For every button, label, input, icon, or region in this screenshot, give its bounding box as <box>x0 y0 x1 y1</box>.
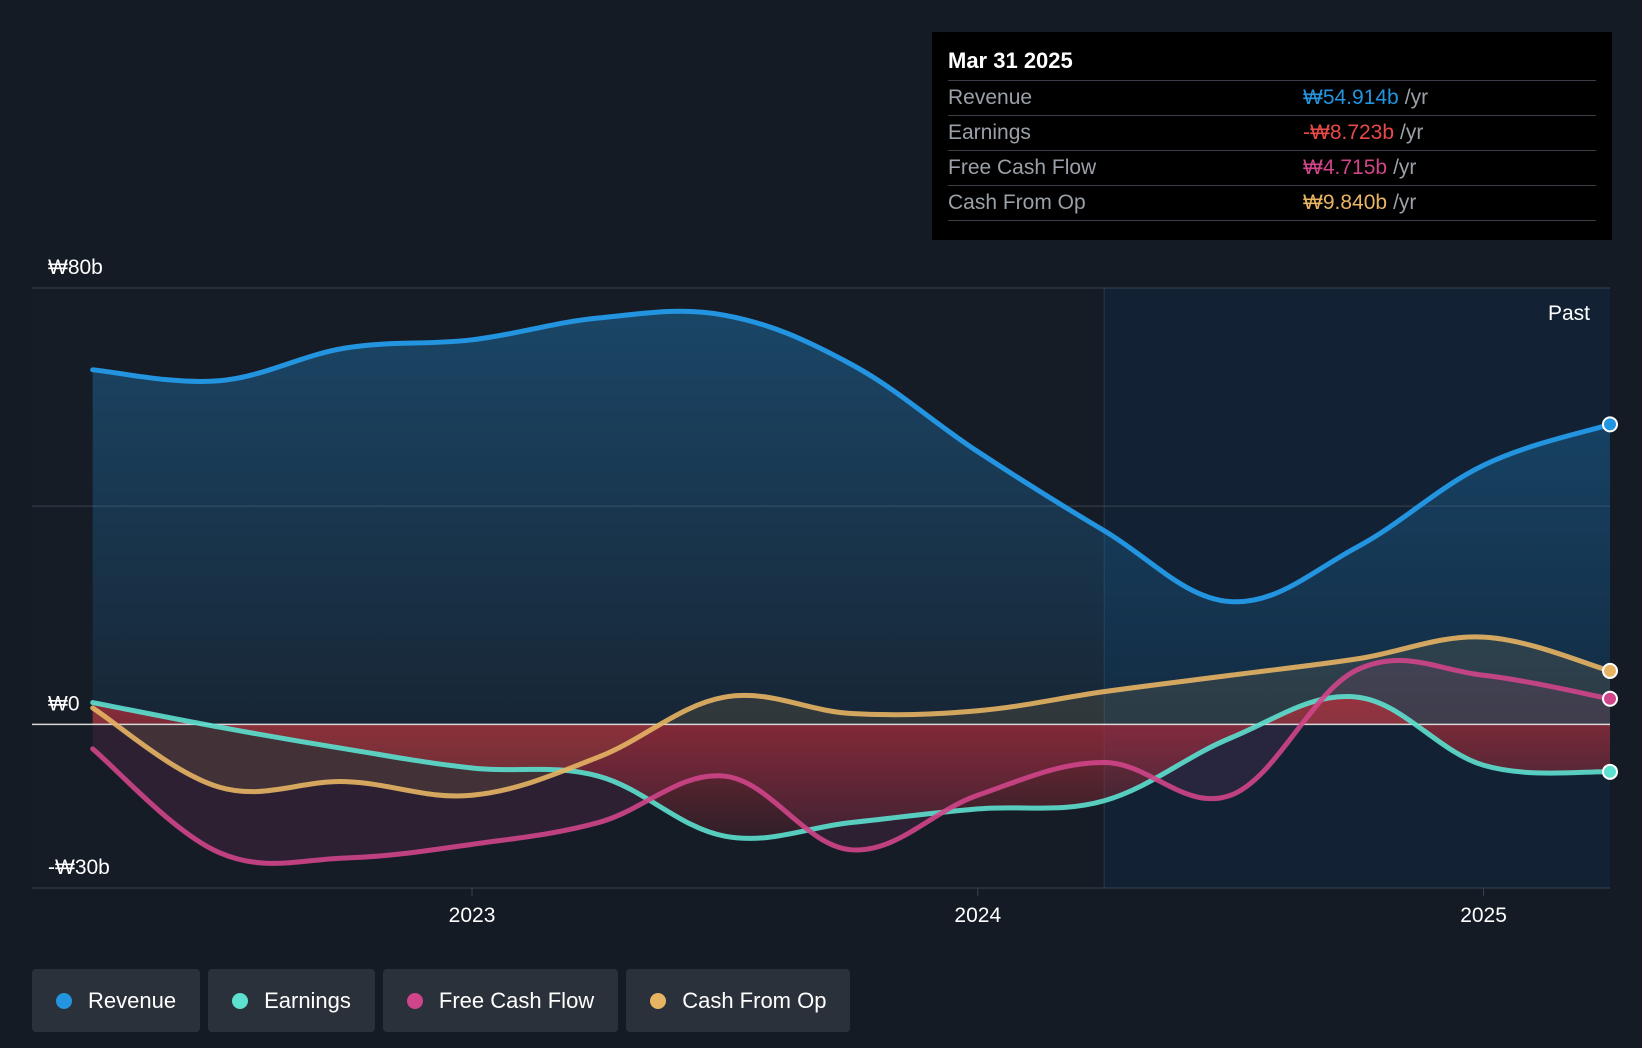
chart-legend: Revenue Earnings Free Cash Flow Cash Fro… <box>32 969 851 1032</box>
legend-label: Cash From Op <box>682 987 827 1013</box>
tooltip-value: ₩9.840b <box>1303 191 1388 214</box>
legend-item-earnings[interactable]: Earnings <box>208 969 375 1032</box>
tooltip-value: ₩4.715b <box>1303 156 1388 179</box>
revenue-end-marker <box>1602 416 1618 433</box>
earnings-end-marker <box>1602 763 1618 780</box>
revenue-dot-icon <box>56 992 72 1009</box>
legend-label: Revenue <box>88 987 177 1013</box>
earnings-line <box>90 694 1613 841</box>
tooltip-date: Mar 31 2025 <box>948 46 1596 81</box>
tooltip-label: Free Cash Flow <box>948 156 1097 179</box>
tooltip-panel: Mar 31 2025 Revenue ₩54.914b /yr Earning… <box>932 32 1612 240</box>
tooltip-value: ₩54.914b <box>1303 86 1399 109</box>
legend-label: Earnings <box>264 987 351 1013</box>
revenue-area <box>92 311 1611 725</box>
x-tick-label: 2023 <box>449 904 496 927</box>
tooltip-row-revenue: Revenue ₩54.914b /yr <box>948 81 1596 116</box>
series-lines <box>90 308 1613 866</box>
tooltip-row-earnings: Earnings -₩8.723b /yr <box>948 116 1596 151</box>
series-end-markers <box>1602 416 1618 780</box>
revenue-line <box>90 308 1613 605</box>
y-axis-labels: ₩80b ₩0 -₩30b <box>48 256 110 879</box>
earnings-dot-icon <box>232 992 249 1009</box>
free-cash-flow-dot-icon <box>406 992 423 1009</box>
x-axis-labels: 2023 2024 2025 <box>449 888 1507 927</box>
cash-from-op-end-marker <box>1602 662 1618 679</box>
legend-item-cash-from-op[interactable]: Cash From Op <box>626 969 851 1032</box>
past-label: Past <box>1548 302 1590 325</box>
cash-from-op-line <box>90 634 1613 799</box>
tooltip-row-free-cash-flow: Free Cash Flow ₩4.715b /yr <box>948 151 1596 186</box>
tooltip-label: Cash From Op <box>948 191 1086 214</box>
tooltip-row-cash-from-op: Cash From Op ₩9.840b /yr <box>948 186 1596 221</box>
x-tick-label: 2025 <box>1460 904 1507 927</box>
y-tick-label: ₩80b <box>48 256 103 279</box>
tooltip-label: Earnings <box>948 121 1031 144</box>
tooltip-unit: /yr <box>1393 156 1417 179</box>
y-tick-label: ₩0 <box>48 692 80 715</box>
cash-from-op-dot-icon <box>650 992 667 1009</box>
legend-item-revenue[interactable]: Revenue <box>32 969 201 1032</box>
tooltip-value: -₩8.723b <box>1303 121 1395 144</box>
tooltip-unit: /yr <box>1393 191 1417 214</box>
legend-item-free-cash-flow[interactable]: Free Cash Flow <box>382 969 619 1032</box>
x-tick-label: 2024 <box>954 904 1001 927</box>
earnings-negative-area <box>92 696 1611 839</box>
legend-label: Free Cash Flow <box>438 987 595 1013</box>
tooltip-unit: /yr <box>1400 121 1424 144</box>
tooltip-unit: /yr <box>1404 86 1429 109</box>
tooltip-label: Revenue <box>948 86 1033 109</box>
free-cash-flow-line <box>90 657 1613 866</box>
financial-chart: ₩80b ₩0 -₩30b 2023 2024 2025 Past <box>32 256 1618 927</box>
free-cash-flow-end-marker <box>1602 690 1618 707</box>
negative-earnings-area <box>92 696 1611 839</box>
y-tick-label: -₩30b <box>48 856 110 879</box>
